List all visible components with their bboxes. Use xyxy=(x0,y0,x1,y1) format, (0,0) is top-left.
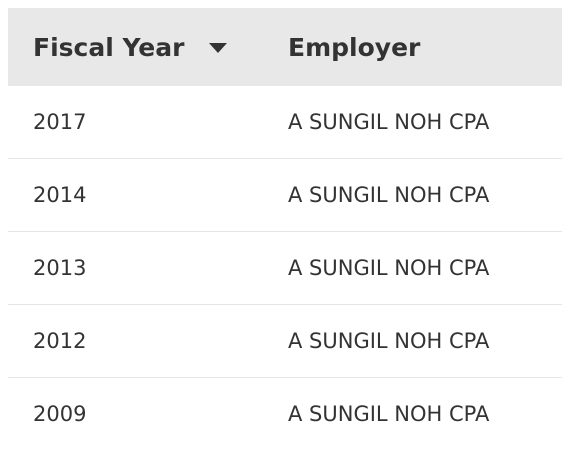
cell-fiscal-year: 2017 xyxy=(33,110,87,134)
column-header-employer[interactable]: Employer xyxy=(288,33,562,62)
cell-fiscal-year: 2012 xyxy=(33,329,87,353)
sort-descending-icon[interactable] xyxy=(209,43,228,53)
cell-employer: A SUNGIL NOH CPA xyxy=(288,329,490,353)
cell-fiscal-year: 2009 xyxy=(33,402,87,426)
table-row: 2017 A SUNGIL NOH CPA xyxy=(8,86,562,159)
table-row: 2014 A SUNGIL NOH CPA xyxy=(8,159,562,232)
column-header-label: Employer xyxy=(288,32,421,62)
cell-employer: A SUNGIL NOH CPA xyxy=(288,110,490,134)
cell-employer: A SUNGIL NOH CPA xyxy=(288,402,490,426)
column-header-label: Fiscal Year xyxy=(33,32,185,62)
cell-employer: A SUNGIL NOH CPA xyxy=(288,183,490,207)
table-row: 2013 A SUNGIL NOH CPA xyxy=(8,232,562,305)
column-header-fiscal-year[interactable]: Fiscal Year xyxy=(8,33,288,62)
cell-fiscal-year: 2013 xyxy=(33,256,87,280)
table-row: 2012 A SUNGIL NOH CPA xyxy=(8,305,562,378)
cell-employer: A SUNGIL NOH CPA xyxy=(288,256,490,280)
cell-fiscal-year: 2014 xyxy=(33,183,87,207)
data-table: Fiscal Year Employer 2017 A SUNGIL NOH C… xyxy=(8,8,562,450)
table-header: Fiscal Year Employer xyxy=(8,8,562,86)
table-row: 2009 A SUNGIL NOH CPA xyxy=(8,378,562,450)
